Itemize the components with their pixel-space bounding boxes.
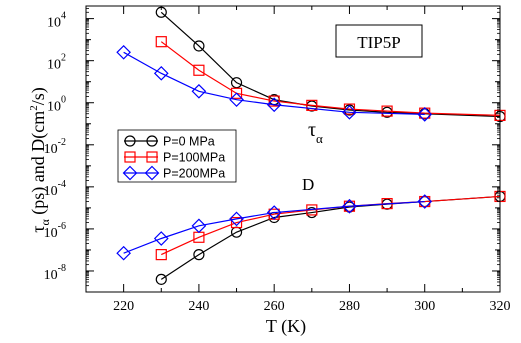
legend-label: P=200MPa [163,167,225,181]
x-tick-label: 280 [339,299,360,314]
x-axis-title: T (K) [266,316,306,337]
x-tick-label: 260 [264,299,285,314]
data-point-D [155,273,167,285]
y-tick-label: 10-8 [44,263,66,283]
data-point-tau [343,103,356,115]
data-point-tau [268,95,280,107]
legend-marker [146,135,158,147]
data-point-tau [155,36,167,48]
data-point-D [229,211,244,227]
y-tick-label-exponent: -2 [58,137,66,148]
legend-marker [122,165,138,181]
data-point-D [155,249,167,261]
y-tick-label-exponent: -4 [58,179,66,190]
y-axis-title-tau: τ [28,226,48,233]
model-label: TIP5P [357,33,400,52]
tau-annotation-symbol: τ [308,119,316,141]
x-tick-label: 220 [113,299,134,314]
data-point-tau [306,99,318,111]
y-axis-title-sup: 2 [28,105,40,111]
legend-marker [124,135,136,147]
data-point-tau [193,40,205,52]
series-2 [116,44,433,261]
model-box [335,24,423,58]
series-line-tau [123,51,425,115]
legend-entry: P=100MPa [124,151,225,165]
y-tick-label-exponent: -6 [58,221,66,232]
legend-label: P=100MPa [163,151,225,165]
data-point-D [230,216,243,229]
legend-entry: P=200MPa [122,165,225,181]
data-point-tau [381,105,393,117]
data-point-tau [191,83,207,99]
x-tick-label: 320 [490,299,511,314]
series-line-D [161,195,501,256]
data-point-tau [153,65,169,81]
legend-marker [146,151,158,163]
data-point-tau [229,92,244,108]
model-annotation: TIP5P [335,24,423,58]
tau-annotation-sub: α [316,131,323,146]
data-point-tau [417,107,433,122]
y-tick-label-exponent: 2 [61,53,66,64]
y-tick-label: 100 [47,95,66,115]
series-line-tau [160,11,501,118]
series-line-tau [160,41,501,116]
data-point-tau [342,104,357,120]
x-tick-label: 240 [188,299,209,314]
data-point-D [191,218,207,234]
plot-frame [85,5,501,293]
tau-annotation: τα [308,119,323,146]
legend: P=0 MPa P=100MPa P=200MPa [117,129,237,183]
y-tick-label-exponent: -8 [58,263,66,274]
series-line-D [123,200,425,254]
data-point-D [266,205,282,220]
data-point-tau [230,87,243,99]
data-point-tau [116,44,131,60]
data-point-D [193,249,205,261]
data-point-D [342,198,357,214]
data-point-D [116,245,131,261]
y-axis-title-end: /s) [28,87,49,105]
d-annotation: D [302,175,314,194]
data-point-D [417,194,433,209]
y-tick-label-exponent: 4 [61,11,66,22]
data-point-D [153,231,169,246]
legend-entry: P=0 MPa [124,135,215,149]
data-point-tau [230,77,243,89]
y-tick-label-exponent: 0 [61,95,66,106]
series-line-D [160,195,501,280]
x-tick-label: 300 [414,299,435,314]
y-axis-title-tau-sub: α [38,219,52,226]
data-point-tau [193,64,205,76]
y-tick-label: 104 [47,11,66,31]
legend-marker [144,165,160,181]
legend-marker [124,151,136,163]
y-tick-label: 102 [47,53,66,73]
y-axis-title-middle: (ps) and D(cm [28,111,49,219]
y-axis-title: τα (ps) and D(cm2/s) [28,87,52,233]
data-point-tau [266,97,282,113]
legend-label: P=0 MPa [163,135,215,149]
